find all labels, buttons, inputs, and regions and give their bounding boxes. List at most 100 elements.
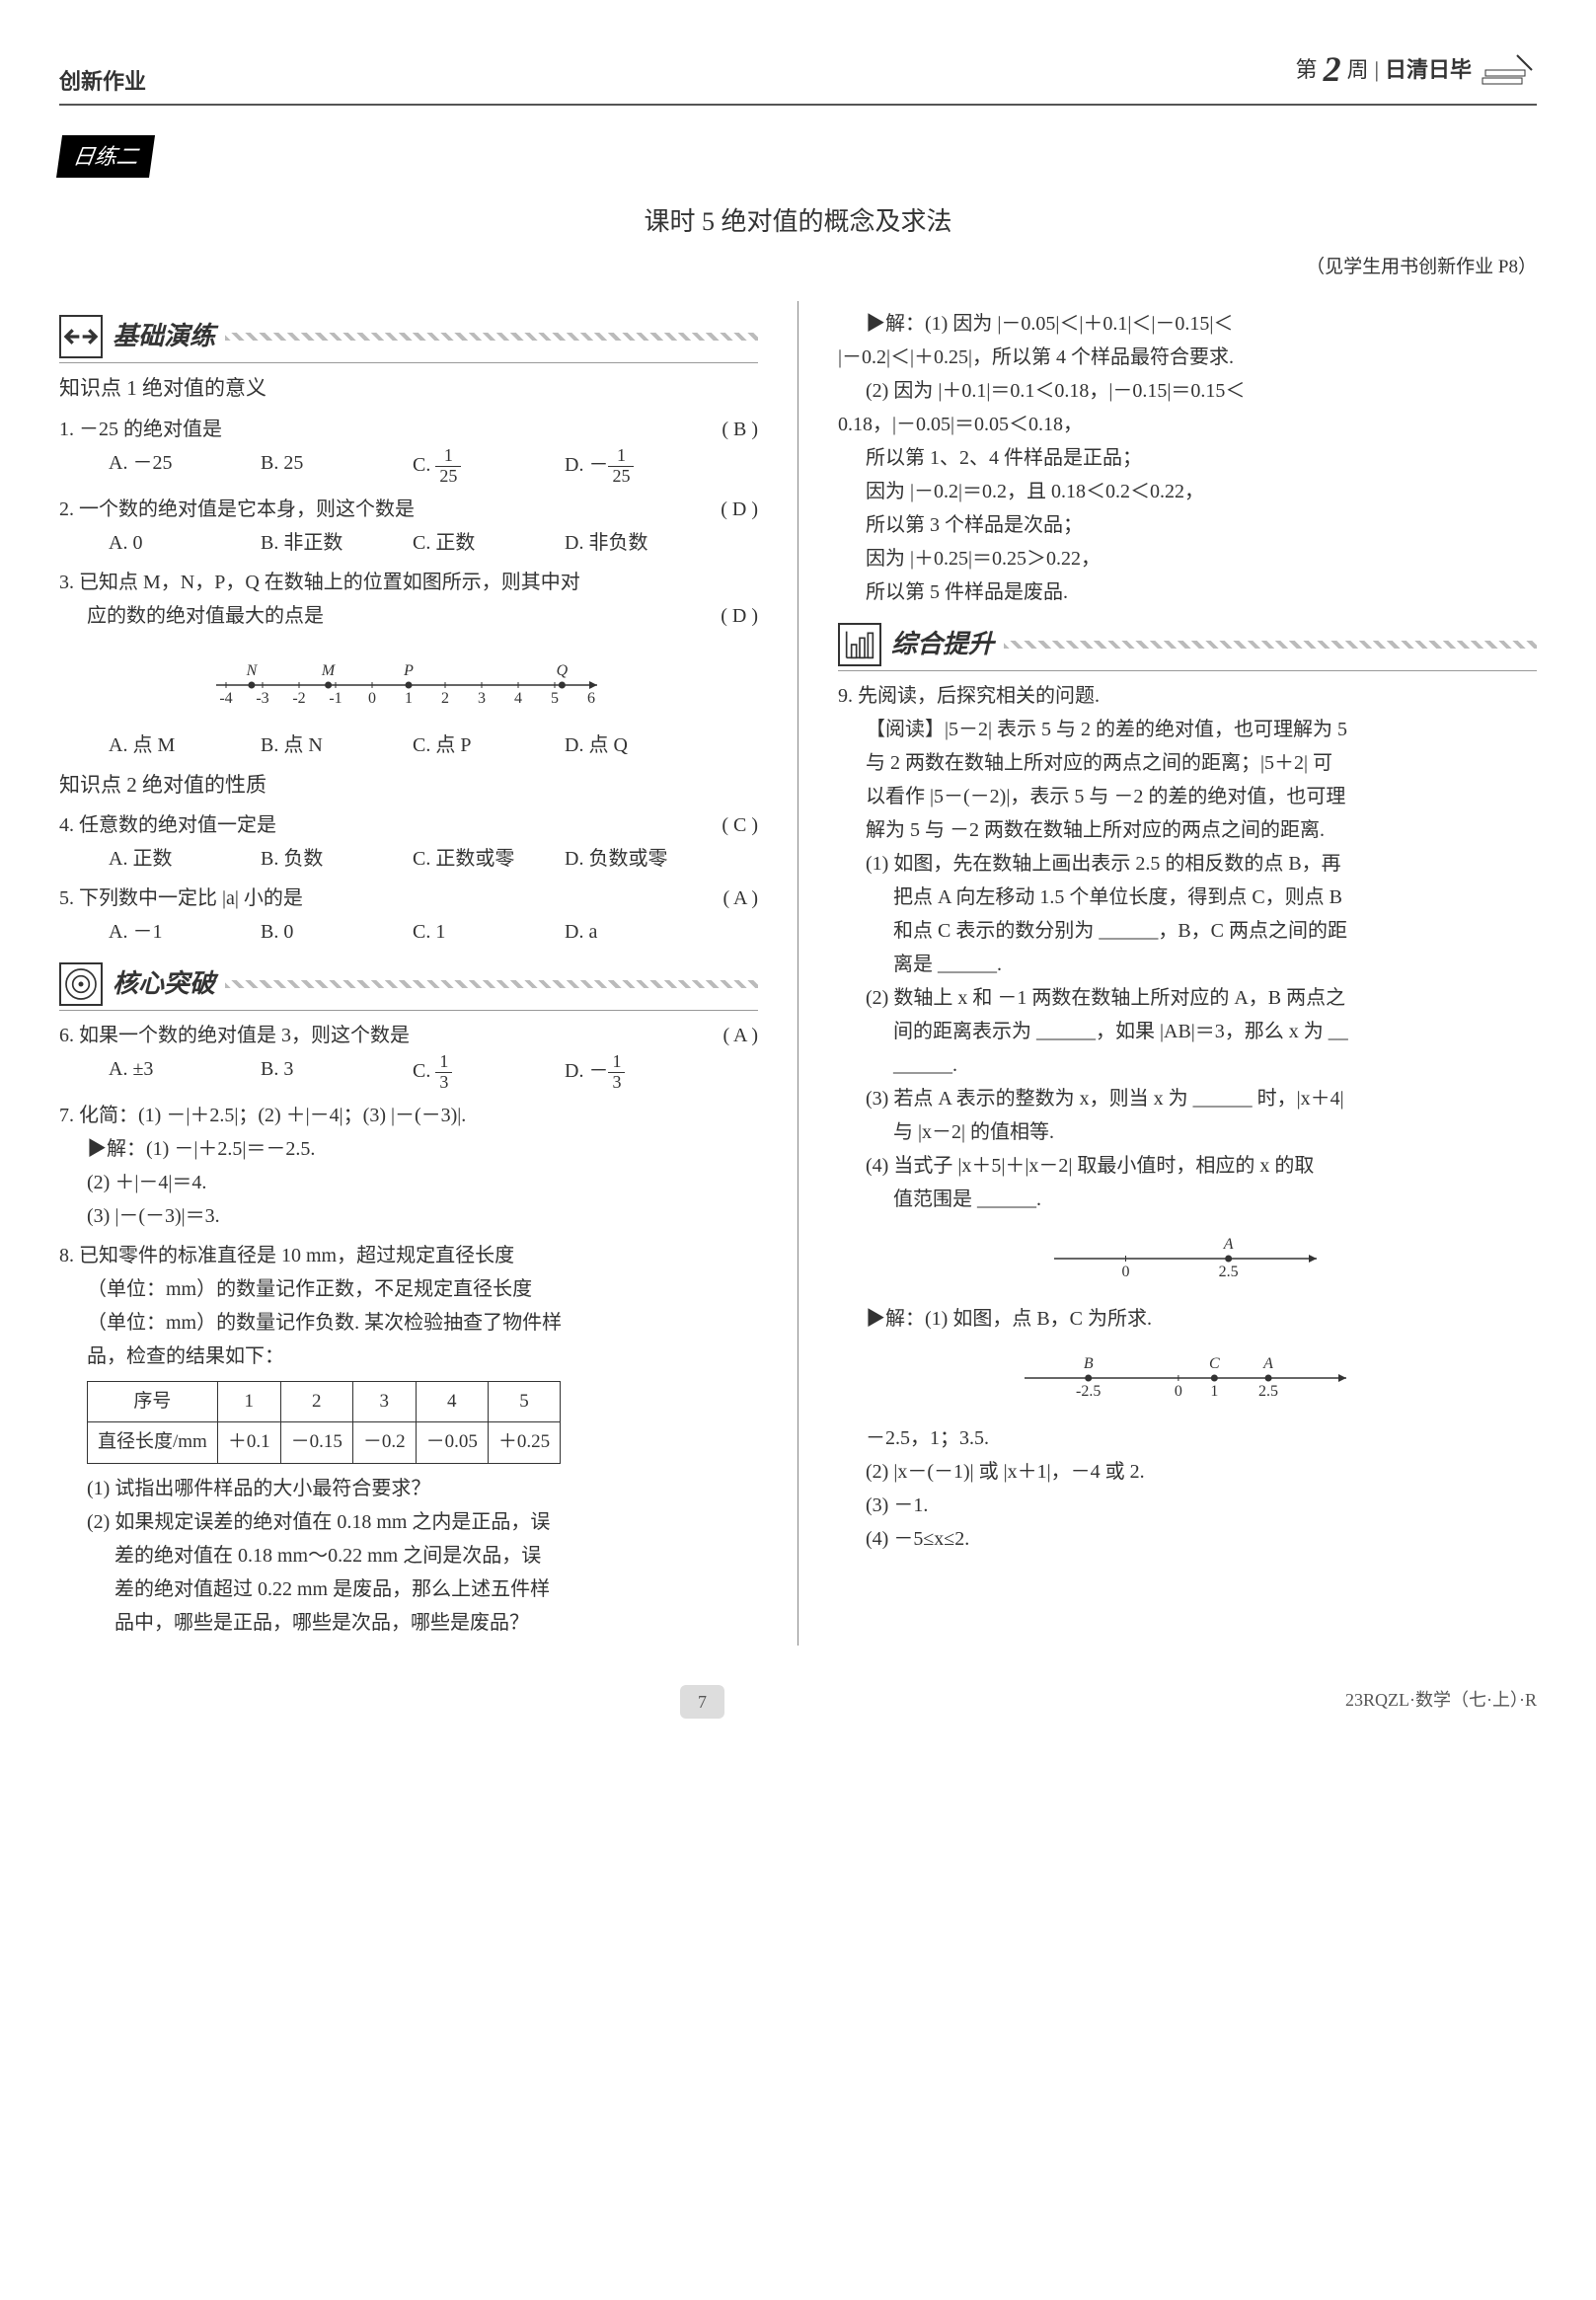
- q4-opt-d: D. 负数或零: [565, 842, 683, 876]
- books-icon: [1478, 50, 1537, 90]
- question-8: 8. 已知零件的标准直径是 10 mm，超过规定直径长度 （单位：mm）的数量记…: [59, 1239, 758, 1640]
- svg-text:1: 1: [405, 690, 413, 707]
- q9-stem: 9. 先阅读，后探究相关的问题.: [838, 679, 1537, 713]
- q9-read-3: 以看作 |5－(－2)|，表示 5 与 －2 的差的绝对值，也可理: [838, 780, 1537, 813]
- question-6: 6. 如果一个数的绝对值是 3，则这个数是 ( A ) A. ±3 B. 3 C…: [59, 1019, 758, 1093]
- svg-text:A: A: [1262, 1355, 1273, 1372]
- q9-p3b: 与 |x－2| 的值相等.: [838, 1115, 1537, 1149]
- svg-text:C: C: [1209, 1355, 1220, 1372]
- svg-text:3: 3: [478, 690, 486, 707]
- svg-text:-3: -3: [256, 690, 268, 707]
- q8s-2g: 所以第 5 件样品是废品.: [838, 575, 1537, 609]
- q2-opt-a: A. 0: [109, 526, 227, 560]
- solution-label: ▶解：: [866, 313, 925, 335]
- q8s-2f: 因为 |＋0.25|＝0.25＞0.22，: [838, 542, 1537, 575]
- q2-opt-c: C. 正数: [413, 526, 531, 560]
- right-column: ▶解：(1) 因为 |－0.05|＜|＋0.1|＜|－0.15|＜ |－0.2|…: [838, 301, 1537, 1646]
- lesson-title: 课时 5 绝对值的概念及求法: [59, 200, 1537, 244]
- table-cell: －0.05: [416, 1422, 488, 1463]
- question-2: 2. 一个数的绝对值是它本身，则这个数是 ( D ) A. 0 B. 非正数 C…: [59, 493, 758, 560]
- q9-p1c: 和点 C 表示的数分别为 ______，B，C 两点之间的距: [838, 914, 1537, 948]
- q1-answer: ( B ): [714, 413, 758, 446]
- q1-opt-c: C. 125: [413, 446, 531, 487]
- q4-opt-b: B. 负数: [261, 842, 379, 876]
- q9-read-2: 与 2 两数在数轴上所对应的两点之间的距离；|5＋2| 可: [838, 746, 1537, 780]
- q9-p1d: 离是 ______.: [838, 948, 1537, 981]
- q9-p1b: 把点 A 向左移动 1.5 个单位长度，得到点 C，则点 B: [838, 881, 1537, 914]
- q7-stem: 7. 化简：(1) －|＋2.5|；(2) ＋|－4|；(3) |－(－3)|.: [59, 1099, 758, 1132]
- q3-answer: ( D ): [713, 599, 758, 633]
- svg-text:-1: -1: [329, 690, 342, 707]
- svg-text:5: 5: [551, 690, 559, 707]
- svg-text:N: N: [246, 662, 259, 679]
- q5-answer: ( A ): [715, 882, 758, 915]
- q3-number-line: -4-3-2-10123456NMPQ: [59, 641, 758, 721]
- q8-sub2b: 差的绝对值在 0.18 mm～0.22 mm 之间是次品，误: [59, 1539, 758, 1572]
- svg-text:A: A: [1223, 1236, 1234, 1253]
- q9-read-1: 【阅读】|5－2| 表示 5 与 2 的差的绝对值，也可理解为 5: [838, 713, 1537, 746]
- brand: 日清日毕: [1385, 51, 1472, 88]
- header-divider: |: [1375, 51, 1379, 88]
- svg-text:0: 0: [368, 690, 376, 707]
- q9-number-line-2: -2.5012.5BCA: [838, 1343, 1537, 1414]
- solution-label: ▶解：: [87, 1138, 146, 1160]
- stripes-decoration: [225, 980, 758, 988]
- q4-opt-c: C. 正数或零: [413, 842, 531, 876]
- q6-answer: ( A ): [715, 1019, 758, 1052]
- q8-sub1: (1) 试指出哪件样品的大小最符合要求？: [59, 1472, 758, 1505]
- section-basic-head: 基础演练: [59, 315, 758, 363]
- q8-table: 序号12345直径长度/mm＋0.1－0.15－0.2－0.05＋0.25: [87, 1381, 561, 1464]
- q5-opt-d: D. a: [565, 915, 683, 949]
- section-comp-title: 综合提升: [891, 623, 994, 666]
- q9-p2b: 间的距离表示为 ______，如果 |AB|＝3，那么 x 为 __: [838, 1015, 1537, 1048]
- q3-stem-1: 3. 已知点 M，N，P，Q 在数轴上的位置如图所示，则其中对: [59, 566, 758, 599]
- q8s-1b: |－0.2|＜|＋0.25|，所以第 4 个样品最符合要求.: [838, 341, 1537, 374]
- svg-text:Q: Q: [557, 662, 569, 679]
- arrows-icon: [59, 315, 103, 358]
- week-number: 2: [1324, 39, 1341, 100]
- table-cell: －0.2: [352, 1422, 416, 1463]
- week-prefix: 第: [1296, 51, 1318, 88]
- section-comp-head: 综合提升: [838, 623, 1537, 671]
- chart-icon: [838, 623, 881, 666]
- q8s-2c: 所以第 1、2、4 件样品是正品；: [838, 441, 1537, 475]
- stripes-decoration: [225, 333, 758, 341]
- q9-sol3: (3) －1.: [838, 1489, 1537, 1522]
- q8-l3: （单位：mm）的数量记作负数. 某次检验抽查了物件样: [59, 1306, 758, 1340]
- q9-sol1-ans: －2.5，1；3.5.: [838, 1421, 1537, 1455]
- q8-sub2d: 品中，哪些是正品，哪些是次品，哪些是废品？: [59, 1606, 758, 1640]
- question-8-solution: ▶解：(1) 因为 |－0.05|＜|＋0.1|＜|－0.15|＜ |－0.2|…: [838, 307, 1537, 609]
- page-footer: 7 23RQZL·数学（七·上）·R: [59, 1685, 1537, 1720]
- knowledge-point-2: 知识点 2 绝对值的性质: [59, 768, 758, 804]
- q4-opt-a: A. 正数: [109, 842, 227, 876]
- stripes-decoration: [1004, 641, 1537, 649]
- q2-stem: 2. 一个数的绝对值是它本身，则这个数是: [59, 493, 415, 526]
- q9-p4a: (4) 当式子 |x＋5|＋|x－2| 取最小值时，相应的 x 的取: [838, 1149, 1537, 1183]
- q9-read-4: 解为 5 与 －2 两数在数轴上所对应的两点之间的距离.: [838, 813, 1537, 847]
- table-cell: ＋0.25: [488, 1422, 560, 1463]
- q5-stem: 5. 下列数中一定比 |a| 小的是: [59, 882, 303, 915]
- q7-sol-1: (1) －|＋2.5|＝－2.5.: [146, 1138, 315, 1160]
- q8-l4: 品，检查的结果如下：: [59, 1340, 758, 1373]
- q9-sol1-text: (1) 如图，点 B，C 为所求.: [925, 1308, 1152, 1330]
- svg-text:M: M: [321, 662, 337, 679]
- q9-p4b: 值范围是 ______.: [838, 1183, 1537, 1216]
- q2-answer: ( D ): [713, 493, 758, 526]
- table-cell: 5: [488, 1382, 560, 1422]
- q8s-2b: 0.18，|－0.05|＝0.05＜0.18，: [838, 408, 1537, 441]
- svg-text:4: 4: [514, 690, 522, 707]
- left-column: 基础演练 知识点 1 绝对值的意义 1. －25 的绝对值是 ( B ) A. …: [59, 301, 758, 1646]
- table-cell: －0.15: [280, 1422, 352, 1463]
- svg-text:6: 6: [587, 690, 595, 707]
- svg-text:0: 0: [1122, 1264, 1130, 1280]
- table-cell: 4: [416, 1382, 488, 1422]
- header-left: 创新作业: [59, 63, 146, 100]
- q7-sol-3: (3) |－(－3)|＝3.: [59, 1199, 758, 1233]
- table-cell: ＋0.1: [217, 1422, 280, 1463]
- q8-l2: （单位：mm）的数量记作正数，不足规定直径长度: [59, 1272, 758, 1306]
- table-cell: 序号: [88, 1382, 218, 1422]
- section-core-head: 核心突破: [59, 962, 758, 1011]
- q4-stem: 4. 任意数的绝对值一定是: [59, 808, 276, 842]
- q9-p2c: ______.: [838, 1048, 1537, 1082]
- q3-opt-b: B. 点 N: [261, 728, 379, 762]
